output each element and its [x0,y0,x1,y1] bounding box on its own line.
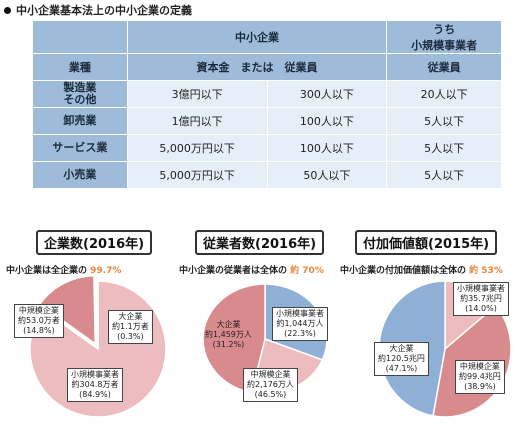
table-row: サービス業 5,000万円以下 100人以下 5人以下 [32,134,502,162]
panel-title-companies: 企業数(2016年) [36,230,153,255]
row-industry-line1: 製造業 [63,81,97,94]
row-industry: サービス業 [32,134,128,162]
subtitle-percent: 約 70% [290,266,324,276]
panel-subtitle-employees: 中小企業の従業者は全体の 約 70% [179,263,324,276]
row-employees: 50人以下 [266,161,388,189]
label-line: 約53.0万者 [18,316,60,325]
table-corner [32,20,128,54]
row-employees: 100人以下 [266,134,388,162]
panel-title-value-added: 付加価値額(2015年) [355,230,498,255]
row-small-employees: 5人以下 [386,134,502,162]
header-small-employees: 従業員 [386,53,502,81]
label-line: 中規模企業 [18,306,59,315]
label-line: (47.1%) [385,364,418,373]
subtitle-prefix: 中小企業の従業者は全体の [179,266,288,276]
header-capital-or-employees: 資本金 または 従業員 [126,53,388,81]
label-line: 小規模事業者 [276,309,324,318]
row-capital: 5,000万円以下 [126,161,268,189]
label-line: 約120.5兆円 [378,354,425,363]
row-small-employees: 20人以下 [386,80,502,108]
definition-table: 中小企業 うち 小規模事業者 業種 資本金 または 従業員 従業員 製造業 その… [32,20,502,189]
table-subheader-row: 業種 資本金 または 従業員 従業員 [32,53,502,81]
pie-slice-3 [95,280,99,350]
label-line: 約35.7兆円 [460,294,502,303]
subtitle-percent: 約 53% [469,266,503,276]
label-line: 大企業 [216,320,241,329]
label-line: 大企業 [389,344,414,353]
bullet-icon [4,6,11,14]
label-line: (31.2%) [212,340,245,349]
header-small-line2: 小規模事業者 [411,39,478,52]
label-line: (38.9%) [464,382,496,391]
label-line: 約1.1万者 [112,322,149,331]
label-line: 約99.4兆円 [459,372,501,381]
subtitle-prefix: 中小企業は全企業の [6,266,88,276]
label-line: (84.9%) [79,390,111,399]
row-capital: 5,000万円以下 [126,134,268,162]
header-industry: 業種 [32,53,128,81]
pie-label-large: 大企業 約1,459万人 (31.2%) [205,320,252,350]
label-line: 約1,459万人 [205,330,252,339]
label-line: 約1,044万人 [276,319,324,328]
label-line: (14.0%) [465,304,497,313]
label-line: 小規模事業者 [71,370,119,379]
panel-subtitle-companies: 中小企業は全企業の 99.7% [6,263,121,276]
pie-label-medium: 中規模企業 約53.0万者 (14.8%) [14,304,64,338]
table-row: 卸売業 1億円以下 100人以下 5人以下 [32,107,502,135]
label-line: (22.3%) [284,329,316,338]
row-capital: 1億円以下 [126,107,268,135]
subtitle-percent: 99.7% [90,266,122,276]
header-sme: 中小企業 [126,20,388,54]
pie-label-small: 小規模事業者 約35.7兆円 (14.0%) [453,282,509,316]
label-line: (14.8%) [23,326,55,335]
row-industry: 製造業 その他 [32,80,128,108]
pie-label-small: 小規模事業者 約1,044万人 (22.3%) [272,307,328,341]
pie-label-small: 小規模事業者 約304.8万者 (84.9%) [67,368,123,402]
label-line: 約304.8万者 [71,380,119,389]
panel-title-employees: 従業者数(2016年) [195,230,325,255]
label-line: 小規模事業者 [457,284,505,293]
pie-label-large: 大企業 約120.5兆円 (47.1%) [374,342,429,376]
pie-slice-3 [202,283,266,394]
subtitle-prefix: 中小企業の付加価値額は全体の [340,266,467,276]
pie-chart-companies [29,274,167,418]
row-industry: 卸売業 [32,107,128,135]
row-capital: 3億円以下 [126,80,268,108]
table-row: 小売業 5,000万円以下 50人以下 5人以下 [32,161,502,189]
label-line: 大企業 [118,312,143,321]
row-industry: 小売業 [32,161,128,189]
pie-slice-2 [38,274,96,346]
label-line: (46.5%) [254,390,287,399]
label-line: 約2,176万人 [247,380,294,389]
header-small-line1: うち [433,23,456,36]
table-row: 製造業 その他 3億円以下 300人以下 20人以下 [32,80,502,108]
row-small-employees: 5人以下 [386,161,502,189]
label-line: (0.3%) [117,332,144,341]
row-employees: 300人以下 [266,80,388,108]
section-heading: 中小企業基本法上の中小企業の定義 [4,2,192,18]
table-header-row: 中小企業 うち 小規模事業者 [32,20,502,54]
heading-text: 中小企業基本法上の中小企業の定義 [16,4,192,17]
pie-label-medium: 中規模企業 約2,176万人 (46.5%) [243,368,298,402]
row-employees: 100人以下 [266,107,388,135]
pie-label-large: 大企業 約1.1万者 (0.3%) [108,310,153,344]
label-line: 中規模企業 [250,370,291,379]
row-industry-line2: その他 [63,93,97,106]
pie-chart-employees [202,283,328,395]
panel-subtitle-value-added: 中小企業の付加価値額は全体の 約 53% [340,263,503,276]
label-line: 中規模企業 [459,362,500,371]
row-small-employees: 5人以下 [386,107,502,135]
pie-label-medium: 中規模企業 約99.4兆円 (38.9%) [455,360,505,394]
header-small-business: うち 小規模事業者 [386,20,502,54]
